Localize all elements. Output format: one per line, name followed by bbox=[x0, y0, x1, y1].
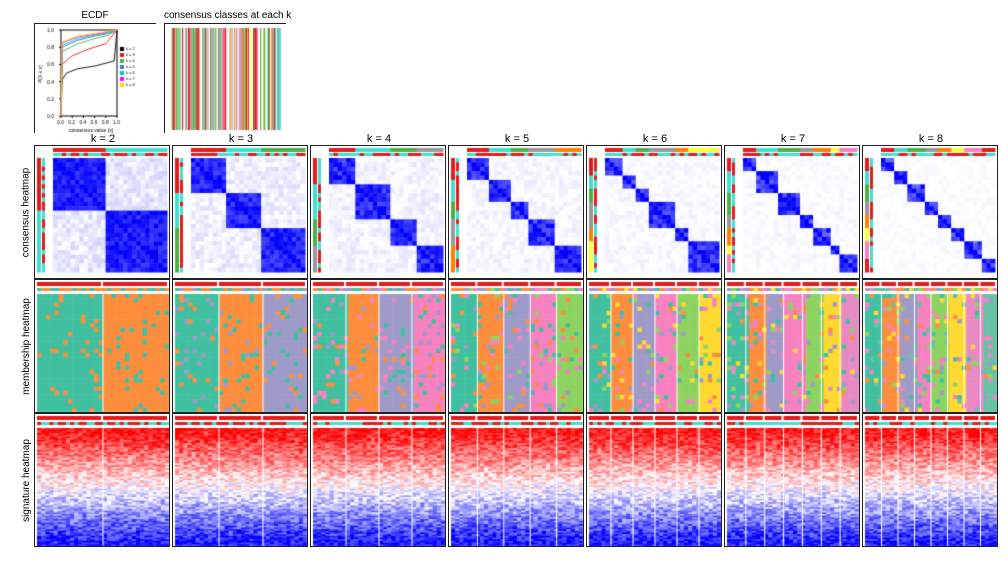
membership-heatmap-cell bbox=[586, 279, 722, 413]
consensus-heatmap-cell bbox=[862, 145, 998, 279]
k-label: k = 4 bbox=[310, 133, 448, 145]
ecdf-title: ECDF bbox=[34, 10, 156, 21]
k-label: k = 8 bbox=[862, 133, 1000, 145]
row-label-consensus: consensus heatmap bbox=[18, 145, 34, 279]
signature-heatmap-cell bbox=[448, 413, 584, 547]
consensus-heatmap-cell bbox=[172, 145, 308, 279]
k-label: k = 2 bbox=[34, 133, 172, 145]
signature-heatmap-cell bbox=[862, 413, 998, 547]
row-label-membership: membership heatmap bbox=[18, 279, 34, 413]
row-label-signature: signature heatmap bbox=[18, 413, 34, 547]
signature-heatmap-cell bbox=[586, 413, 722, 547]
membership-heatmap-cell bbox=[34, 279, 170, 413]
consensus-heatmap-cell bbox=[448, 145, 584, 279]
k-label: k = 3 bbox=[172, 133, 310, 145]
consensus-heatmap-cell bbox=[586, 145, 722, 279]
ecdf-panel bbox=[34, 23, 156, 133]
signature-heatmap-cell bbox=[34, 413, 170, 547]
k-label: k = 6 bbox=[586, 133, 724, 145]
consensus-heatmap-cell bbox=[34, 145, 170, 279]
membership-heatmap-cell bbox=[448, 279, 584, 413]
membership-heatmap-cell bbox=[172, 279, 308, 413]
signature-heatmap-cell bbox=[724, 413, 860, 547]
membership-heatmap-cell bbox=[862, 279, 998, 413]
membership-heatmap-cell bbox=[724, 279, 860, 413]
k-label: k = 7 bbox=[724, 133, 862, 145]
signature-heatmap-cell bbox=[172, 413, 308, 547]
membership-heatmap-cell bbox=[310, 279, 446, 413]
consensus-heatmap-cell bbox=[310, 145, 446, 279]
consensus-classes-panel bbox=[164, 23, 286, 133]
k-label: k = 5 bbox=[448, 133, 586, 145]
signature-heatmap-cell bbox=[310, 413, 446, 547]
consensus-heatmap-cell bbox=[724, 145, 860, 279]
consensus-classes-title: consensus classes at each k bbox=[164, 10, 291, 21]
